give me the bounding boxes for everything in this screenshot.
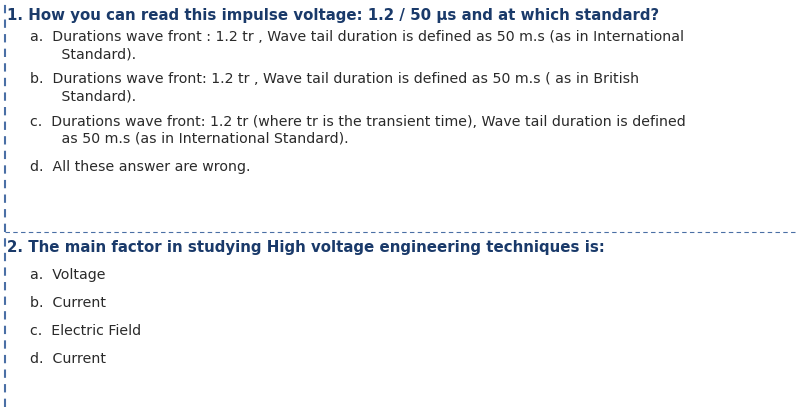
Text: d.  Current: d. Current <box>30 352 106 366</box>
Text: a.  Voltage: a. Voltage <box>30 268 106 282</box>
Text: 2. The main factor in studying High voltage engineering techniques is:: 2. The main factor in studying High volt… <box>7 240 605 255</box>
Text: b.  Durations wave front: 1.2 tr , Wave tail duration is defined as 50 m.s ( as : b. Durations wave front: 1.2 tr , Wave t… <box>30 72 639 86</box>
Text: Standard).: Standard). <box>30 89 136 103</box>
Text: d.  All these answer are wrong.: d. All these answer are wrong. <box>30 160 250 174</box>
Text: as 50 m.s (as in International Standard).: as 50 m.s (as in International Standard)… <box>30 132 349 146</box>
Text: c.  Durations wave front: 1.2 tr (where tr is the transient time), Wave tail dur: c. Durations wave front: 1.2 tr (where t… <box>30 115 686 129</box>
Text: b.  Current: b. Current <box>30 296 106 310</box>
Text: Standard).: Standard). <box>30 47 136 61</box>
Text: 1. How you can read this impulse voltage: 1.2 / 50 μs and at which standard?: 1. How you can read this impulse voltage… <box>7 8 659 23</box>
Text: a.  Durations wave front : 1.2 tr , Wave tail duration is defined as 50 m.s (as : a. Durations wave front : 1.2 tr , Wave … <box>30 30 684 44</box>
Text: c.  Electric Field: c. Electric Field <box>30 324 141 338</box>
